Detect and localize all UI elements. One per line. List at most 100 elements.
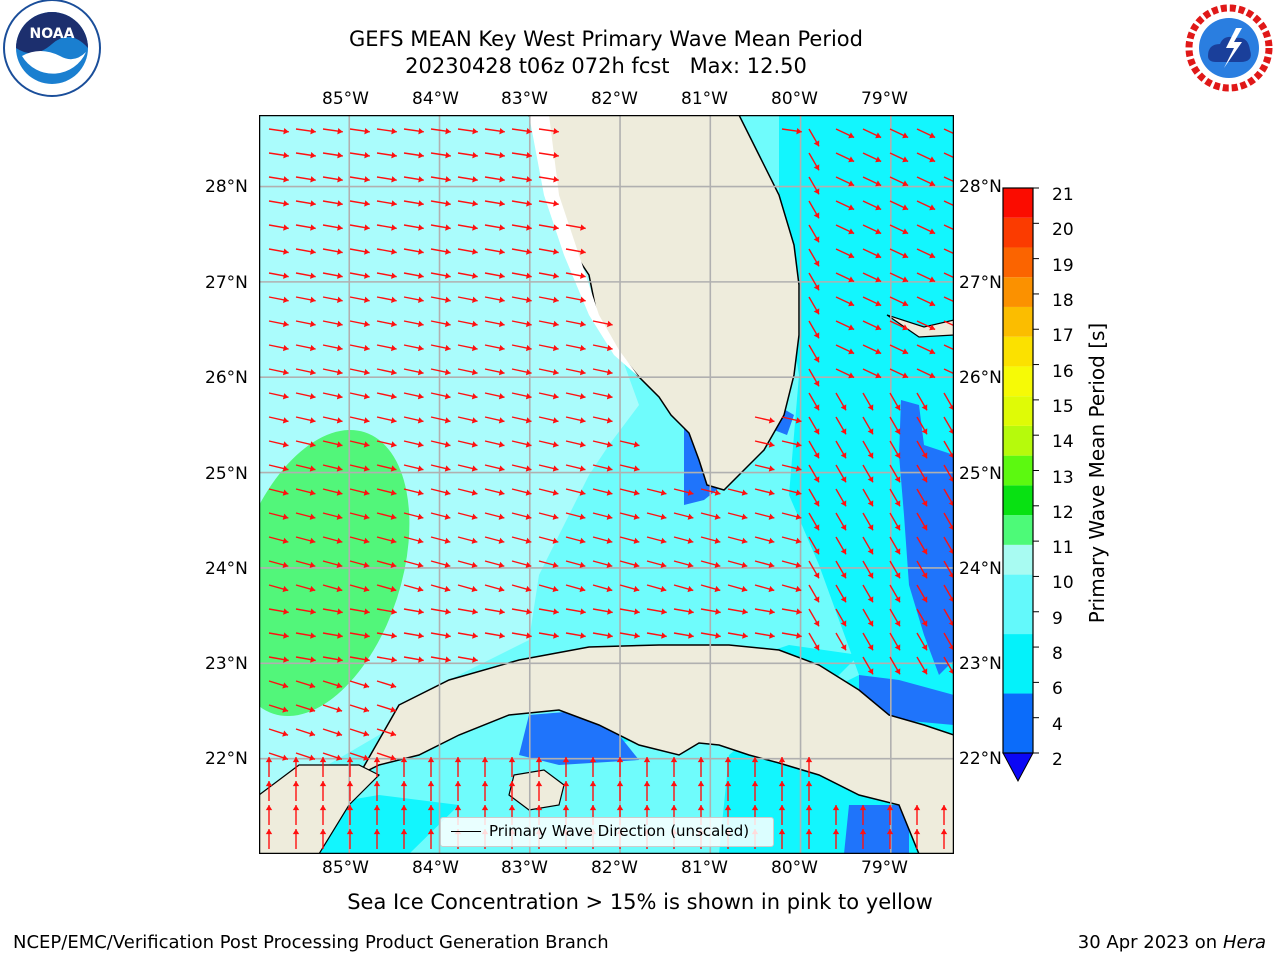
lon-tick-bottom: 82°W	[591, 858, 638, 878]
direction-arrowhead	[714, 489, 721, 496]
direction-arrowhead	[444, 441, 451, 448]
direction-arrowhead	[848, 228, 855, 235]
direction-arrowhead	[562, 781, 570, 787]
direction-arrowhead	[552, 537, 559, 544]
direction-arrowhead	[525, 585, 532, 593]
direction-arrowhead	[282, 537, 289, 544]
direction-arrowhead	[697, 805, 705, 811]
direction-arrowhead	[552, 393, 559, 400]
direction-arrowhead	[390, 465, 397, 472]
direction-arrowhead	[390, 513, 397, 520]
direction-arrowhead	[508, 805, 516, 811]
direction-arrowhead	[471, 561, 478, 569]
direction-arrowhead	[454, 757, 462, 763]
direction-arrowhead	[265, 781, 273, 787]
direction-arrowhead	[336, 561, 343, 569]
direction-arrowhead	[346, 781, 354, 787]
direction-arrowhead	[445, 248, 451, 255]
direction-arrowhead	[948, 404, 954, 411]
direction-arrowhead	[859, 829, 867, 835]
colorbar-bin	[1003, 574, 1033, 635]
colorbar-tick-label: 17	[1052, 326, 1074, 347]
direction-arrowhead	[552, 513, 559, 520]
direction-arrowhead	[661, 632, 667, 639]
direction-arrowhead	[894, 524, 901, 531]
vector-legend: Primary Wave Direction (unscaled)	[440, 817, 774, 847]
direction-arrowhead	[902, 348, 909, 355]
colorbar-extend-min	[1002, 752, 1034, 783]
direction-arrowhead	[840, 524, 847, 531]
direction-arrowhead	[940, 805, 948, 811]
direction-arrowhead	[929, 348, 936, 355]
direction-arrowhead	[929, 228, 936, 235]
direction-arrowhead	[282, 489, 289, 496]
footer-host: Hera	[1222, 932, 1266, 953]
direction-arrowhead	[472, 200, 478, 207]
direction-arrowhead	[309, 682, 316, 689]
lat-tick-left: 22°N	[205, 749, 248, 769]
direction-arrowhead	[310, 272, 316, 279]
direction-arrowhead	[813, 164, 820, 171]
direction-arrowhead	[813, 644, 820, 651]
direction-arrowhead	[769, 608, 775, 615]
direction-arrowhead	[795, 513, 802, 520]
direction-arrowhead	[579, 393, 586, 400]
direction-arrowhead	[813, 596, 820, 603]
direction-arrowhead	[552, 465, 559, 472]
direction-arrowhead	[714, 513, 721, 520]
direction-arrowhead	[363, 585, 370, 593]
direction-arrowhead	[390, 441, 397, 448]
direction-arrowhead	[400, 805, 408, 811]
direction-arrowhead	[363, 344, 370, 352]
direction-arrowhead	[310, 320, 316, 328]
direction-arrowhead	[606, 368, 613, 376]
direction-arrowhead	[309, 561, 316, 569]
direction-arrowhead	[526, 296, 532, 303]
direction-arrowhead	[813, 188, 820, 195]
colorbar-label: Primary Wave Mean Period [s]	[1085, 322, 1109, 624]
direction-arrowhead	[526, 320, 532, 328]
direction-arrowhead	[445, 296, 451, 303]
direction-arrowhead	[498, 393, 505, 400]
direction-arrowhead	[902, 228, 909, 235]
direction-arrowhead	[553, 176, 559, 183]
direction-arrowhead	[948, 620, 954, 627]
direction-arrowhead	[660, 585, 667, 593]
direction-arrowhead	[309, 537, 316, 544]
direction-arrowhead	[751, 781, 759, 787]
bahamas-blue-region	[899, 400, 954, 675]
direction-arrowhead	[364, 320, 370, 328]
direction-arrowhead	[579, 537, 586, 544]
lon-tick-top: 85°W	[322, 89, 369, 109]
direction-arrowhead	[579, 561, 586, 569]
direction-arrowhead	[795, 441, 802, 448]
direction-arrowhead	[508, 781, 516, 787]
direction-arrowhead	[633, 465, 640, 472]
direction-arrowhead	[795, 417, 802, 424]
direction-arrowhead	[445, 152, 451, 159]
lat-tick-right: 28°N	[959, 177, 1002, 197]
direction-arrowhead	[337, 608, 343, 615]
direction-arrowhead	[310, 632, 316, 639]
direction-arrowhead	[902, 180, 909, 187]
direction-arrowhead	[840, 476, 847, 483]
direction-arrowhead	[418, 176, 424, 183]
direction-arrowhead	[848, 348, 855, 355]
colorbar-tick-label: 2	[1052, 750, 1063, 770]
direction-arrowhead	[894, 476, 901, 483]
direction-arrowhead	[670, 781, 678, 787]
direction-arrowhead	[813, 308, 820, 315]
direction-arrowhead	[336, 393, 343, 400]
direction-arrowhead	[454, 805, 462, 811]
direction-arrowhead	[661, 608, 667, 615]
colorbar-bin	[1003, 455, 1033, 486]
direction-arrowhead	[282, 344, 289, 352]
svg-text:NOAA: NOAA	[30, 26, 75, 42]
colorbar-bin	[1003, 485, 1033, 516]
direction-arrowhead	[364, 248, 370, 255]
direction-arrowhead	[417, 585, 424, 593]
direction-arrowhead	[929, 372, 936, 379]
direction-arrowhead	[499, 127, 505, 135]
direction-arrowhead	[337, 632, 343, 639]
direction-arrowhead	[391, 272, 397, 279]
